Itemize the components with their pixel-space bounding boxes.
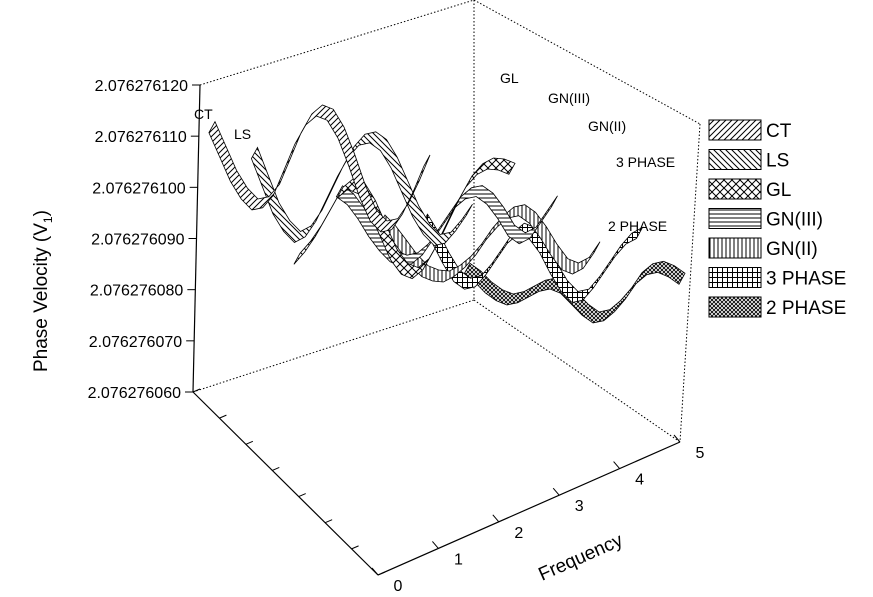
y-axis-title: Phase Velocity (V1) <box>31 210 55 372</box>
y-axis-title-close: ) <box>31 210 52 216</box>
y-tick-label: 2.076276120 <box>95 78 189 95</box>
x-tick-label: 1 <box>454 551 463 568</box>
ribbon-gn-ii- <box>378 204 601 283</box>
x-tick-mark <box>492 514 500 523</box>
legend-label: GL <box>766 180 791 201</box>
depth-tick-mark <box>351 545 359 550</box>
x-tick-mark <box>673 434 681 443</box>
ribbon-label-3phase: 3 PHASE <box>616 154 675 170</box>
y-tick-label: 2.076276060 <box>88 385 182 402</box>
legend-swatch <box>708 149 762 170</box>
floor-front-left-edge <box>192 391 379 576</box>
x-tick-label: 4 <box>635 472 644 489</box>
legend-swatch <box>708 178 762 200</box>
box-edge-back-top <box>199 0 475 86</box>
x-tick-label: 3 <box>575 498 584 515</box>
ribbon-label-2phase: 2 PHASE <box>608 218 667 234</box>
box-edge-floor-back-left <box>192 299 475 393</box>
x-axis-ticks: 0 1 2 3 4 5 <box>371 434 705 595</box>
depth-tick-mark <box>192 388 201 393</box>
ribbon-ct <box>208 104 431 233</box>
legend-swatch <box>708 267 762 288</box>
y-axis-ticks: 2.076276060 2.076276070 2.076276080 2.07627… <box>88 78 200 402</box>
ribbon-label-ls: LS <box>234 126 251 142</box>
depth-tick-mark <box>245 440 254 445</box>
x-tick-mark <box>552 487 560 496</box>
legend-label: 3 PHASE <box>766 269 846 290</box>
legend-label: LS <box>766 151 789 172</box>
box-edge-floor-back-right <box>473 299 681 443</box>
box-edge-right-top <box>473 0 701 125</box>
legend-label: 2 PHASE <box>766 298 846 319</box>
x-tick-label: 0 <box>394 578 403 595</box>
ribbon-3-phase <box>421 213 644 303</box>
legend-label: GN(II) <box>766 239 818 260</box>
ribbon-label-gn2: GN(II) <box>588 118 626 134</box>
legend: CT LS GL GN(III) GN(II) 3 PHASE 2 PHASE <box>708 119 846 319</box>
depth-axis-ticks <box>192 388 386 576</box>
ribbon-label-gn3: GN(III) <box>548 90 590 106</box>
y-axis-title-subscript: 1 <box>41 216 55 223</box>
legend-swatch <box>708 119 762 141</box>
legend-swatch <box>708 296 762 318</box>
legend-swatch <box>708 208 762 229</box>
ribbon-label-ct: CT <box>194 106 213 122</box>
y-tick-label: 2.076276110 <box>95 129 187 146</box>
y-tick-label: 2.076276080 <box>90 283 184 300</box>
depth-tick-mark <box>324 519 333 524</box>
y-tick-label: 2.076276070 <box>89 334 183 351</box>
depth-tick-mark <box>377 571 386 576</box>
ribbon-series-group <box>208 104 686 324</box>
legend-label: CT <box>766 121 792 142</box>
depth-tick-mark <box>219 414 227 419</box>
x-tick-mark <box>613 461 620 469</box>
y-tick-label: 2.076276100 <box>92 180 186 197</box>
x-tick-label: 5 <box>696 445 705 462</box>
x-tick-mark <box>371 567 379 576</box>
legend-label: GN(III) <box>766 210 823 231</box>
depth-tick-mark <box>298 493 306 498</box>
ribbon-ls <box>250 131 473 246</box>
box-edge-right-vertical <box>679 123 701 443</box>
x-axis-line <box>377 441 681 576</box>
depth-tick-mark <box>272 466 280 471</box>
x-tick-mark <box>432 541 439 549</box>
axes-box <box>192 0 701 576</box>
x-tick-label: 2 <box>514 525 523 542</box>
y-tick-label: 2.076276090 <box>91 232 185 249</box>
y-axis-title-main: Phase Velocity (V <box>31 223 52 372</box>
x-axis-title: Frequency <box>535 530 626 586</box>
legend-swatch <box>708 237 762 259</box>
ribbon-label-gl: GL <box>500 70 519 86</box>
